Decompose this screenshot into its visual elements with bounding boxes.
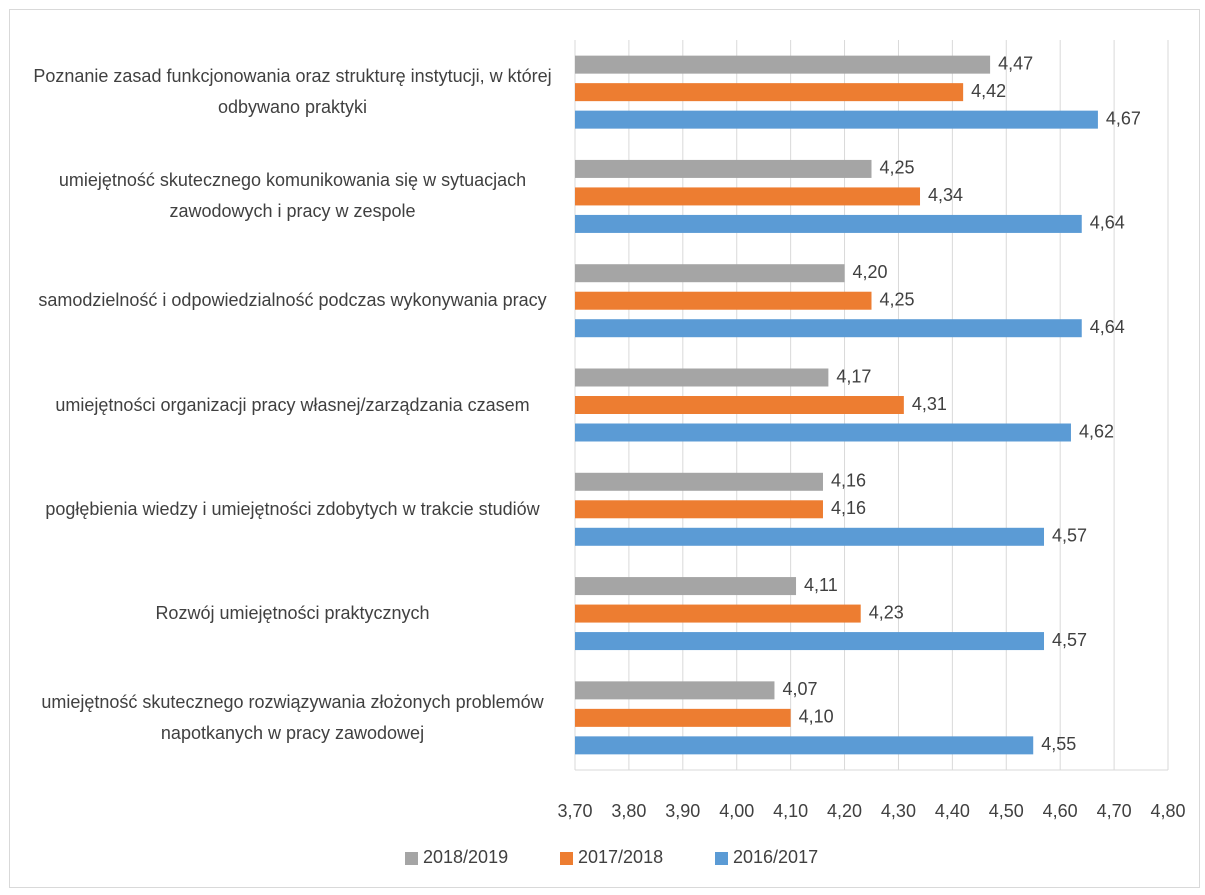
value-label: 4,25 (880, 158, 915, 178)
legend-swatch (715, 852, 728, 865)
x-tick-label: 4,80 (1150, 801, 1185, 821)
x-tick-label: 4,30 (881, 801, 916, 821)
value-label: 4,10 (799, 707, 834, 727)
legend-swatch (405, 852, 418, 865)
value-label: 4,64 (1090, 213, 1125, 233)
bar (575, 577, 797, 596)
category-label: umiejętność skutecznego rozwiązywania zł… (41, 691, 544, 743)
bar (575, 110, 1098, 129)
value-label: 4,64 (1090, 317, 1125, 337)
bar (575, 681, 775, 700)
bar (575, 472, 823, 491)
value-label: 4,11 (804, 575, 838, 595)
bar (575, 527, 1045, 546)
value-label: 4,34 (928, 185, 963, 205)
x-tick-label: 3,80 (611, 801, 646, 821)
bar (575, 632, 1045, 651)
bar (575, 214, 1082, 233)
value-label: 4,57 (1052, 526, 1087, 546)
value-label: 4,17 (836, 366, 871, 386)
x-tick-label: 4,20 (827, 801, 862, 821)
value-label: 4,07 (782, 679, 817, 699)
bar (575, 291, 872, 310)
bar (575, 604, 861, 623)
value-label: 4,25 (880, 289, 915, 309)
category-label: Rozwój umiejętności praktycznych (155, 603, 430, 624)
value-label: 4,16 (831, 498, 866, 518)
value-label: 4,16 (831, 471, 866, 491)
category-label: Poznanie zasad funkcjonowania oraz struk… (33, 66, 552, 118)
x-tick-label: 4,50 (989, 801, 1024, 821)
category-label: pogłębienia wiedzy i umiejętności zdobyt… (45, 498, 540, 519)
x-tick-label: 4,00 (719, 801, 754, 821)
category-label: umiejętność skutecznego komunikowania si… (58, 170, 527, 222)
bar (575, 423, 1071, 442)
bar (575, 55, 991, 74)
value-label: 4,67 (1106, 108, 1141, 128)
value-label: 4,62 (1079, 421, 1114, 441)
value-label: 4,31 (912, 394, 947, 414)
bar (575, 368, 829, 387)
legend-label: 2016/2017 (733, 847, 818, 867)
legend-label: 2018/2019 (423, 847, 508, 867)
bar (575, 159, 872, 178)
bar (575, 500, 823, 519)
x-tick-label: 4,70 (1097, 801, 1132, 821)
legend-label: 2017/2018 (578, 847, 663, 867)
x-tick-label: 3,90 (665, 801, 700, 821)
bar (575, 708, 791, 727)
value-label: 4,47 (998, 53, 1033, 73)
value-label: 4,55 (1041, 734, 1076, 754)
bar (575, 319, 1082, 338)
bar (575, 187, 921, 206)
value-label: 4,57 (1052, 630, 1087, 650)
value-label: 4,42 (971, 81, 1006, 101)
category-label: samodzielność i odpowiedzialność podczas… (38, 290, 547, 311)
bar (575, 396, 904, 414)
bar (575, 264, 845, 283)
bar (575, 83, 964, 102)
value-label: 4,23 (869, 602, 904, 622)
x-tick-label: 4,40 (935, 801, 970, 821)
legend-swatch (560, 852, 573, 865)
x-tick-label: 4,10 (773, 801, 808, 821)
bar (575, 736, 1034, 755)
category-label: umiejętności organizacji pracy własnej/z… (55, 394, 530, 415)
value-label: 4,20 (853, 262, 888, 282)
x-tick-label: 4,60 (1043, 801, 1078, 821)
x-tick-label: 3,70 (557, 801, 592, 821)
